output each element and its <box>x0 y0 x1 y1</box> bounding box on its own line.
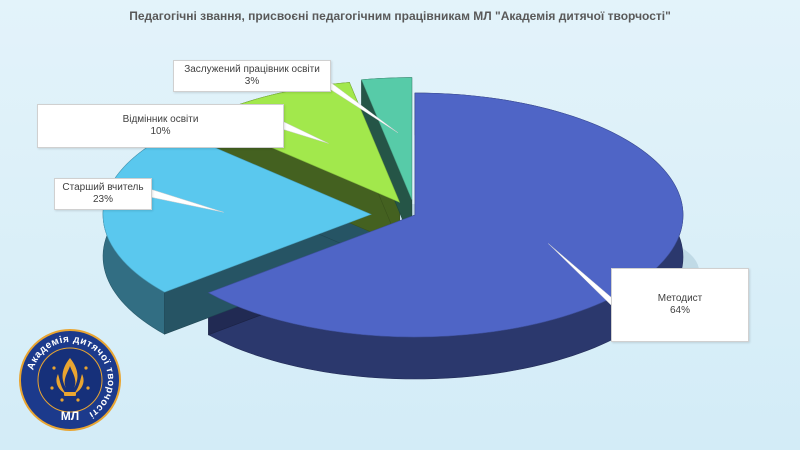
callout-starshyi-vchytel: Старший вчитель 23% <box>54 178 152 210</box>
academy-logo: Академія дитячої творчості МЛ <box>19 329 121 431</box>
slice-label-vidminnyk-osvity: Відмінник освіти <box>122 114 199 125</box>
slice-value-zasluzhenyi-pratsivnyk: 3% <box>244 76 260 87</box>
slice-label-metodyst: Методист <box>657 293 703 304</box>
callout-vidminnyk-osvity: Відмінник освіти 10% <box>37 104 284 148</box>
slice-label-starshyi-vchytel: Старший вчитель <box>62 182 144 193</box>
pie-slice-zasluzhenyi-pratsivnyk <box>361 77 413 200</box>
callout-zasluzhenyi-pratsivnyk: Заслужений працівник освіти 3% <box>173 60 331 92</box>
slice-value-vidminnyk-osvity: 10% <box>150 126 171 137</box>
slice-value-metodyst: 64% <box>669 305 690 316</box>
chart-title: Педагогічні звання, присвоєні педагогічн… <box>129 9 671 23</box>
slice-value-starshyi-vchytel: 23% <box>92 194 113 205</box>
logo-abbr: МЛ <box>61 409 79 423</box>
slice-label-zasluzhenyi-pratsivnyk: Заслужений працівник освіти <box>184 64 320 75</box>
callout-metodyst: Методист 64% <box>611 268 749 342</box>
star-icons <box>50 366 90 402</box>
flame-icon <box>56 358 84 396</box>
pie-slice-metodyst <box>207 92 684 338</box>
